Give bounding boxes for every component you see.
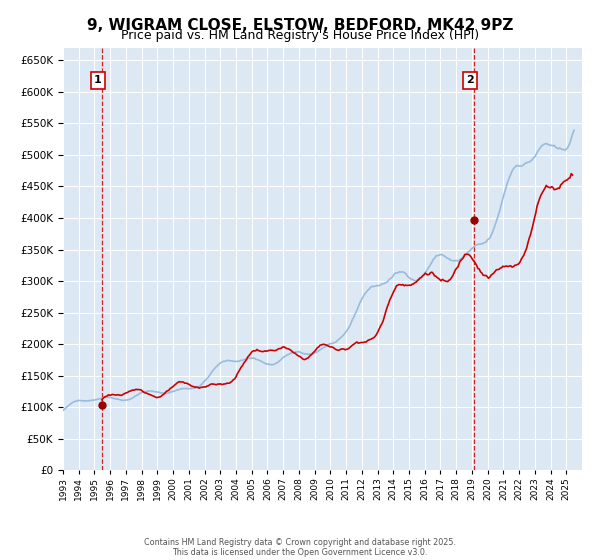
Text: 9, WIGRAM CLOSE, ELSTOW, BEDFORD, MK42 9PZ: 9, WIGRAM CLOSE, ELSTOW, BEDFORD, MK42 9…	[87, 18, 513, 33]
Text: Price paid vs. HM Land Registry's House Price Index (HPI): Price paid vs. HM Land Registry's House …	[121, 29, 479, 42]
Text: 2: 2	[466, 76, 474, 86]
Text: Contains HM Land Registry data © Crown copyright and database right 2025.
This d: Contains HM Land Registry data © Crown c…	[144, 538, 456, 557]
Text: 1: 1	[94, 76, 102, 86]
